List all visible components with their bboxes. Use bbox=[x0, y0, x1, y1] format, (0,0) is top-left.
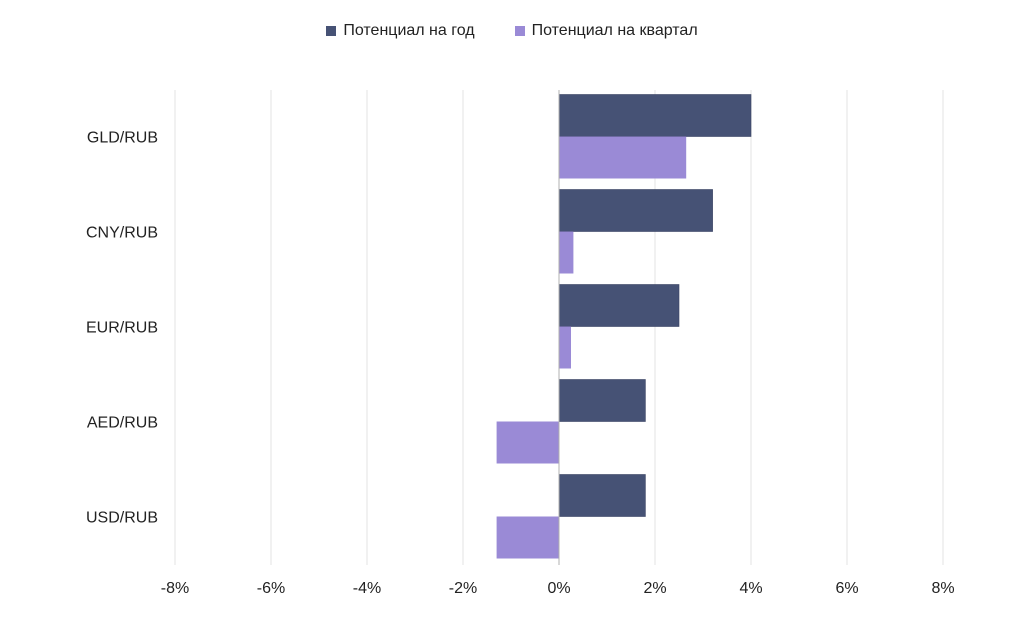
x-tick-label-0: -8% bbox=[161, 580, 189, 597]
legend-swatch-year bbox=[326, 26, 337, 36]
bar-usd-rub-year bbox=[558, 474, 646, 517]
category-label-gld-rub: GLD/RUB bbox=[87, 130, 158, 147]
x-tick-label-4: 0% bbox=[547, 580, 570, 597]
x-tick-label-5: 2% bbox=[643, 580, 666, 597]
x-tick-label-2: -4% bbox=[353, 580, 381, 597]
legend-item-quarter: Потенциал на квартал bbox=[514, 22, 698, 40]
category-label-eur-rub: EUR/RUB bbox=[86, 320, 158, 337]
bar-gld-rub-quarter bbox=[559, 136, 687, 179]
legend-item-year: Потенциал на год bbox=[326, 22, 475, 40]
bar-cny-rub-quarter bbox=[559, 231, 574, 274]
legend: Потенциал на год Потенциал на квартал bbox=[0, 22, 1024, 40]
x-tick-label-8: 8% bbox=[931, 580, 954, 597]
bar-usd-rub-quarter bbox=[496, 516, 559, 559]
bar-aed-rub-quarter bbox=[496, 421, 559, 464]
bar-aed-rub-year bbox=[558, 379, 646, 422]
category-label-aed-rub: AED/RUB bbox=[87, 415, 158, 432]
bar-eur-rub-quarter bbox=[559, 326, 571, 369]
x-tick-label-7: 6% bbox=[835, 580, 858, 597]
legend-label-quarter: Потенциал на квартал bbox=[531, 22, 698, 39]
category-label-cny-rub: CNY/RUB bbox=[86, 225, 158, 242]
legend-label-year: Потенциал на год bbox=[343, 22, 475, 39]
bar-cny-rub-year bbox=[558, 189, 713, 232]
bar-eur-rub-year bbox=[558, 284, 680, 327]
category-label-usd-rub: USD/RUB bbox=[86, 510, 158, 527]
x-tick-label-1: -6% bbox=[257, 580, 285, 597]
legend-swatch-quarter bbox=[514, 26, 525, 36]
x-tick-label-3: -2% bbox=[449, 580, 477, 597]
x-tick-label-6: 4% bbox=[739, 580, 762, 597]
bar-gld-rub-year bbox=[558, 94, 752, 137]
